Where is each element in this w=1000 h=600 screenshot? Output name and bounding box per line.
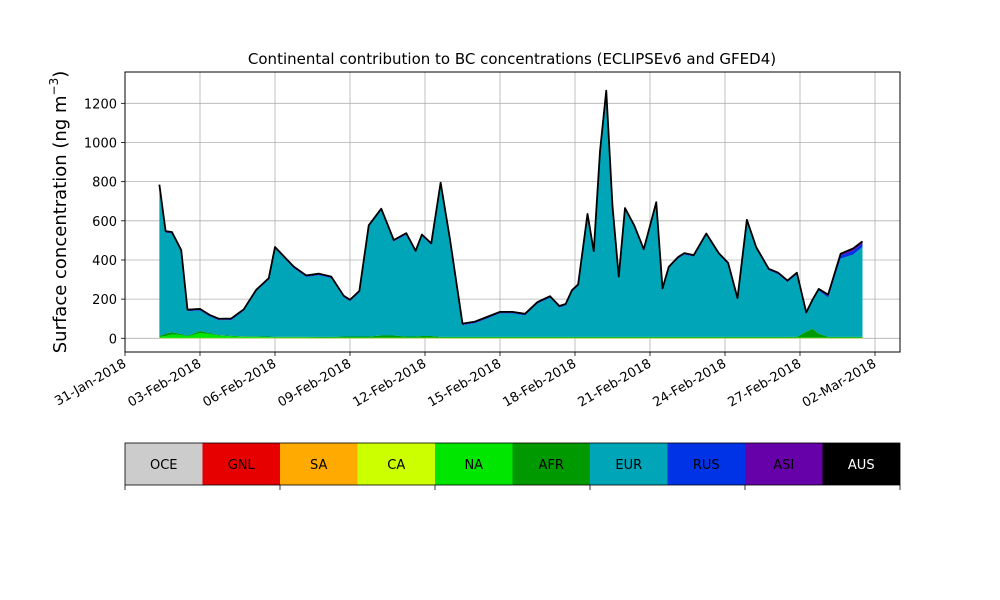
legend-frame [124, 442, 901, 486]
y-axis: 0 200 400 600 800 1000 1200 [84, 97, 125, 347]
y-tick-label: 400 [92, 254, 117, 269]
plot-frame [124, 71, 901, 353]
legend-swatch-aus [822, 443, 900, 485]
line-layer [158, 89, 864, 325]
total-outline [158, 89, 864, 325]
legend-swatch-afr [512, 443, 590, 485]
y-axis-label-exponent: −3 [47, 78, 61, 96]
y-tick-label: 1200 [84, 97, 117, 112]
legend-label-rus: RUS [693, 458, 720, 473]
legend-label-aus: AUS [848, 458, 875, 473]
legend-swatch-asi [745, 443, 823, 485]
legend-swatch-eur [590, 443, 668, 485]
legend-label-asi: ASI [773, 458, 794, 473]
x-tick-label: 24-Feb-2018 [650, 356, 729, 410]
legend-swatch-oce [125, 443, 203, 485]
legend-swatch-na [435, 443, 513, 485]
legend-label-na: NA [464, 458, 483, 473]
y-axis-label: Surface concentration (ng m−3) [47, 71, 71, 354]
legend-swatch-sa [280, 443, 358, 485]
x-tick-label: 02-Mar-2018 [800, 356, 879, 410]
legend-label-sa: SA [310, 458, 327, 473]
legend-label-oce: OCE [150, 458, 178, 473]
area-eur [159, 92, 863, 337]
x-tick-label: 18-Feb-2018 [500, 356, 579, 410]
y-axis-label-text: Surface concentration (ng m [50, 95, 71, 353]
legend-swatch-rus [667, 443, 745, 485]
y-tick-label: 0 [109, 332, 117, 347]
y-tick-label: 200 [92, 293, 117, 308]
legend-label-gnl: GNL [228, 458, 256, 473]
y-tick-label: 800 [92, 176, 117, 191]
legend-label-afr: AFR [539, 458, 564, 473]
chart-title: Continental contribution to BC concentra… [248, 50, 776, 68]
legend-swatch-gnl [202, 443, 280, 485]
x-tick-label: 09-Feb-2018 [275, 356, 354, 410]
legend-swatch-ca [357, 443, 435, 485]
x-tick-label: 21-Feb-2018 [575, 356, 654, 410]
x-tick-label: 15-Feb-2018 [425, 356, 504, 410]
y-tick-label: 600 [92, 215, 117, 230]
x-tick-label: 06-Feb-2018 [200, 356, 279, 410]
legend-label-eur: EUR [615, 458, 642, 473]
x-tick-label: 03-Feb-2018 [125, 356, 204, 410]
y-axis-label-close: ) [50, 71, 71, 78]
x-axis: 31-Jan-201803-Feb-201806-Feb-201809-Feb-… [52, 352, 879, 411]
legend-label-ca: CA [387, 458, 405, 473]
legend: OCE GNL SA CA NA AFR EUR RUS ASI AUS [124, 442, 901, 490]
x-tick-label: 12-Feb-2018 [350, 356, 429, 410]
area-na [159, 333, 863, 338]
y-tick-label: 1000 [84, 136, 117, 151]
x-tick-label: 31-Jan-2018 [52, 356, 129, 409]
x-tick-label: 27-Feb-2018 [725, 356, 804, 410]
area-layer [159, 90, 863, 339]
